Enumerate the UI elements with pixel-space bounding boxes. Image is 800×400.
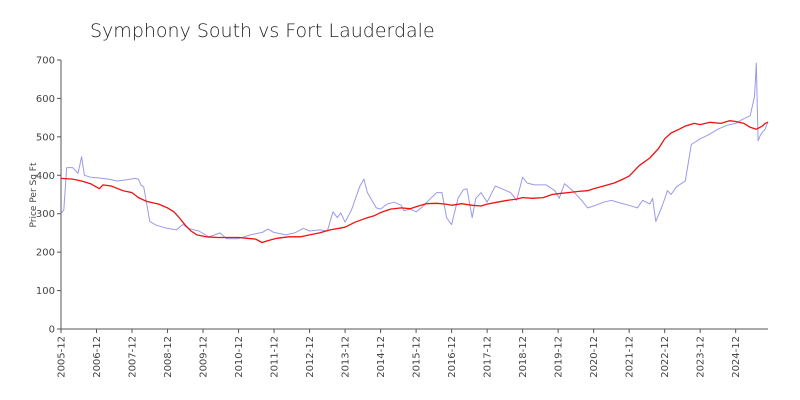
- x-tick-label: 2009-12: [199, 336, 210, 378]
- x-tick-label: 2006-12: [92, 336, 103, 378]
- y-tick-label: 200: [36, 248, 55, 259]
- x-tick-label: 2010-12: [234, 336, 245, 378]
- series-line-fort-lauderdale: [60, 120, 769, 244]
- x-tick-label: 2019-12: [554, 336, 565, 378]
- y-tick-label: 400: [36, 171, 55, 182]
- x-tick-label: 2007-12: [128, 336, 139, 378]
- x-tick-label: 2023-12: [696, 336, 707, 378]
- y-tick-label: 700: [36, 56, 55, 67]
- x-tick-label: 2022-12: [660, 336, 671, 378]
- series-line-symphony-south: [60, 62, 769, 240]
- x-tick-label: 2015-12: [412, 336, 423, 378]
- x-tick-label: 2017-12: [483, 336, 494, 378]
- x-tick-label: 2014-12: [376, 336, 387, 378]
- chart-title: Symphony South vs Fort Lauderdale: [90, 20, 435, 42]
- x-tick-label: 2024-12: [731, 336, 742, 378]
- series-layer: [60, 62, 769, 244]
- y-tick-label: 0: [49, 325, 55, 336]
- y-ticks: 0 100 200 300 400 500 600 700: [36, 56, 61, 336]
- x-tick-label: 2018-12: [518, 336, 529, 378]
- y-tick-label: 100: [36, 286, 55, 297]
- x-tick-label: 2011-12: [270, 336, 281, 378]
- y-axis-label: Price Per Sq Ft: [29, 162, 39, 227]
- x-tick-label: 2021-12: [625, 336, 636, 378]
- x-tick-label: 2016-12: [447, 336, 458, 378]
- x-tick-label: 2005-12: [57, 336, 68, 378]
- x-ticks: 2005-12 2006-12 2007-12 2008-12 2009-12 2010-…: [57, 329, 742, 378]
- x-tick-label: 2020-12: [589, 336, 600, 378]
- x-tick-label: 2013-12: [341, 336, 352, 378]
- x-tick-label: 2008-12: [163, 336, 174, 378]
- y-tick-label: 300: [36, 209, 55, 220]
- y-tick-label: 600: [36, 94, 55, 105]
- x-tick-label: 2012-12: [305, 336, 316, 378]
- y-tick-label: 500: [36, 132, 55, 143]
